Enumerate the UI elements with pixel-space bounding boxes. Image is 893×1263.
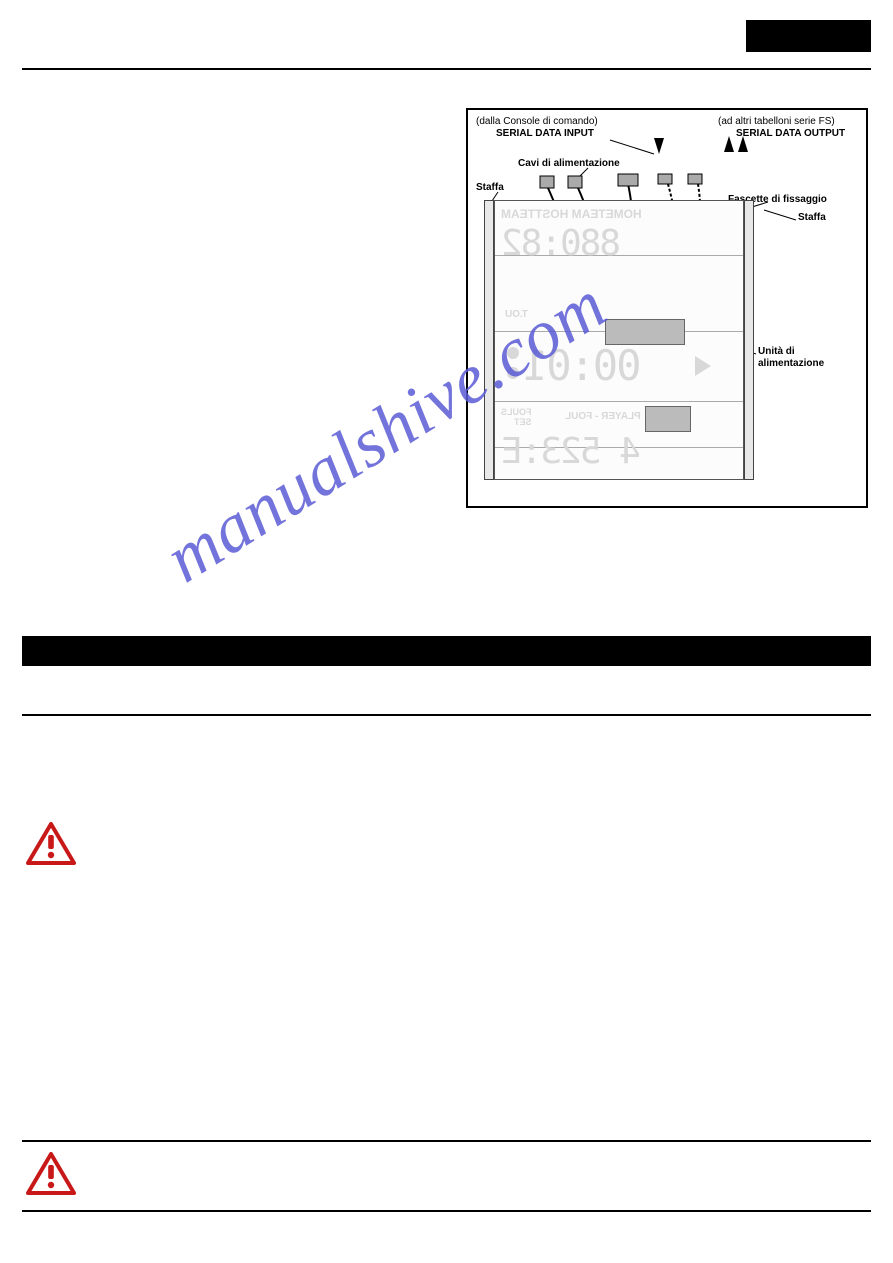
scoreboard-rear: HOMETEAM HOSTTEAM 880:82 T.OU 00:01 FOUL… [484, 200, 754, 480]
ghost-tou: T.OU [505, 309, 528, 320]
seg-fouls: 4 523:E [503, 431, 641, 472]
ghost-fouls-left: FOULS SET [501, 407, 532, 427]
rail-right [744, 200, 754, 480]
rule-b [22, 1140, 871, 1142]
board-surface: HOMETEAM HOSTTEAM 880:82 T.OU 00:01 FOUL… [494, 200, 744, 480]
supply-box-2 [645, 406, 691, 432]
top-rule [22, 68, 871, 70]
ghost-dot-icon [507, 347, 519, 359]
warning-icon [26, 1152, 76, 1196]
rule-a [22, 714, 871, 716]
ghost-triangle-icon [695, 356, 711, 376]
seg-score: 880:82 [503, 223, 621, 264]
ghost-fouls-center: PLAYER - FOUL [565, 411, 641, 422]
section-black-bar [22, 636, 871, 666]
ghost-dot-icon [507, 367, 519, 379]
header-black-tab [746, 20, 871, 52]
ghost-header: HOMETEAM HOSTTEAM [501, 207, 642, 221]
seg-clock: 00:01 [525, 341, 641, 390]
row-line [495, 401, 743, 402]
warning-icon [26, 822, 76, 866]
figure-box: (dalla Console di comando) SERIAL DATA I… [466, 108, 868, 508]
rail-left [484, 200, 494, 480]
page: (dalla Console di comando) SERIAL DATA I… [0, 0, 893, 1263]
rule-c [22, 1210, 871, 1212]
